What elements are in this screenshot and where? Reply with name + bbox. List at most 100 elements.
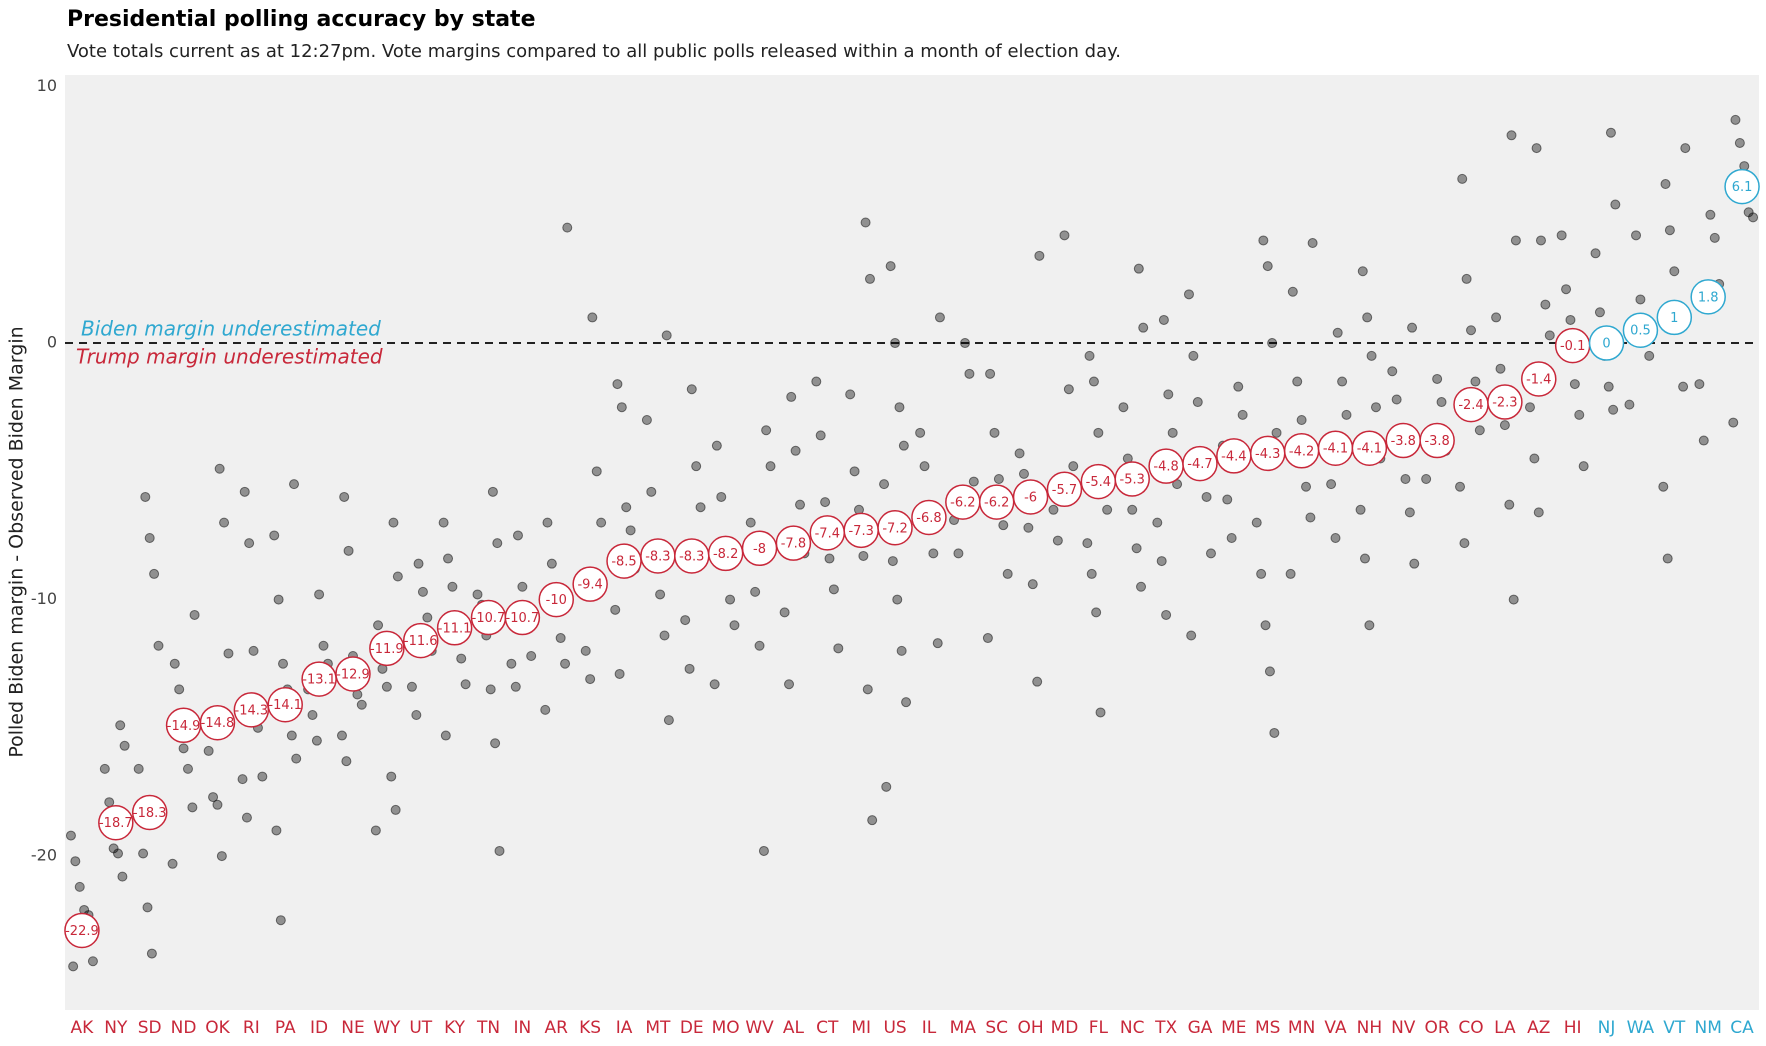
- poll-point: [890, 338, 901, 349]
- poll-point: [610, 604, 621, 615]
- poll-point: [761, 425, 772, 436]
- poll-point: [691, 461, 702, 472]
- value-label: -13.1: [302, 673, 336, 688]
- poll-point: [203, 745, 214, 756]
- state-error-marker: [1419, 422, 1455, 459]
- x-tick-label: US: [883, 1018, 906, 1038]
- poll-point: [580, 645, 591, 656]
- poll-point: [750, 586, 761, 597]
- poll-point: [1631, 230, 1642, 241]
- state-error-marker: [1521, 361, 1557, 397]
- state-error-marker: [1012, 479, 1049, 515]
- poll-point: [1271, 427, 1282, 438]
- poll-point: [1734, 137, 1745, 148]
- poll-point: [711, 440, 722, 451]
- state-error-marker: [1114, 461, 1150, 497]
- poll-point: [510, 681, 521, 692]
- value-label: -22.9: [65, 924, 99, 939]
- poll-point: [932, 638, 943, 649]
- x-tick-label: UT: [409, 1018, 432, 1038]
- poll-point: [998, 520, 1009, 531]
- state-error-marker: [369, 630, 405, 667]
- poll-point: [169, 658, 180, 669]
- poll-point: [113, 848, 124, 859]
- poll-point: [824, 553, 835, 564]
- poll-point: [655, 589, 666, 600]
- poll-point: [1436, 397, 1447, 408]
- poll-point: [1093, 427, 1104, 438]
- poll-point: [725, 594, 736, 605]
- poll-point: [214, 463, 225, 474]
- poll-point: [1698, 435, 1709, 446]
- poll-point: [1506, 130, 1517, 141]
- x-tick-label: MI: [851, 1018, 871, 1038]
- poll-point: [286, 730, 297, 741]
- poll-point: [1226, 533, 1237, 544]
- poll-point: [663, 715, 674, 726]
- poll-point: [1694, 379, 1705, 390]
- poll-point: [1002, 568, 1013, 579]
- poll-point: [1091, 607, 1102, 618]
- poll-point: [438, 517, 449, 528]
- poll-point: [901, 697, 912, 708]
- x-tick-label: TX: [1154, 1018, 1177, 1038]
- value-label: -0.1: [1560, 339, 1585, 354]
- value-label: -4.1: [1357, 442, 1382, 457]
- poll-point: [1127, 504, 1138, 515]
- value-label: -14.9: [167, 719, 201, 734]
- poll-point: [115, 720, 126, 731]
- state-error-marker: [1690, 279, 1726, 315]
- poll-point: [1355, 504, 1366, 515]
- value-label: -8: [753, 542, 766, 557]
- poll-point: [1287, 286, 1298, 297]
- poll-point: [1285, 568, 1296, 579]
- poll-point: [1222, 494, 1233, 505]
- poll-point: [1156, 556, 1167, 567]
- value-label: -11.9: [370, 642, 404, 657]
- x-tick-label: ND: [171, 1018, 197, 1038]
- poll-point: [1152, 517, 1163, 528]
- plot-background: [65, 75, 1759, 1010]
- x-tick-label: LA: [1494, 1018, 1516, 1038]
- value-label: -3.8: [1424, 434, 1449, 449]
- value-label: -9.4: [577, 578, 602, 593]
- poll-point: [1205, 548, 1216, 559]
- value-label: -10.7: [472, 611, 506, 626]
- state-error-marker: [64, 912, 100, 949]
- value-label: -10: [546, 593, 567, 608]
- poll-point: [864, 273, 875, 284]
- value-label: -6.8: [916, 511, 941, 526]
- x-tick-label: NM: [1694, 1018, 1721, 1038]
- state-error-marker: [1487, 384, 1523, 420]
- poll-point: [487, 486, 498, 497]
- poll-point: [790, 445, 801, 456]
- poll-point: [1510, 235, 1521, 246]
- poll-point: [216, 851, 227, 862]
- x-tick-label: WY: [373, 1018, 401, 1038]
- poll-point: [1635, 294, 1646, 305]
- state-error-marker: [1622, 312, 1659, 348]
- poll-point: [1292, 376, 1303, 387]
- poll-point: [849, 466, 860, 477]
- poll-point: [784, 679, 795, 690]
- state-error-marker: [911, 499, 947, 536]
- poll-point: [248, 645, 259, 656]
- poll-point: [1068, 461, 1079, 472]
- poll-point: [1364, 620, 1375, 631]
- poll-point: [919, 461, 930, 472]
- value-label: -12.9: [336, 667, 370, 682]
- poll-point: [460, 679, 471, 690]
- poll-point: [1192, 397, 1203, 408]
- poll-point: [892, 594, 903, 605]
- state-error-marker: [199, 704, 236, 741]
- chart-title: Presidential polling accuracy by state: [67, 7, 536, 32]
- poll-point: [1409, 558, 1420, 569]
- poll-point: [862, 684, 873, 695]
- state-error-marker: [572, 566, 608, 602]
- state-error-marker: [335, 656, 371, 692]
- poll-point: [1163, 389, 1174, 400]
- poll-point: [729, 620, 740, 631]
- poll-point: [860, 217, 871, 228]
- poll-point: [1357, 266, 1368, 277]
- state-error-marker: [1046, 471, 1083, 508]
